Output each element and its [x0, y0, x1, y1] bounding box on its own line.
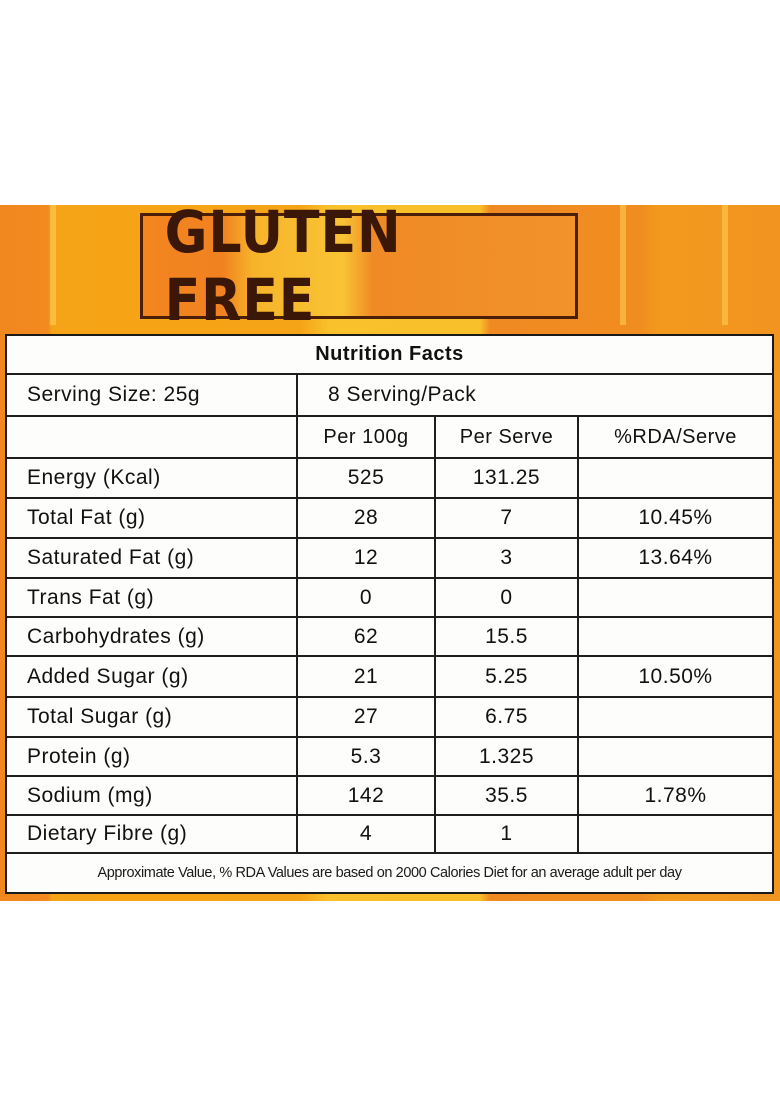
- header-per-serve: Per Serve: [436, 417, 579, 457]
- nutrient-label: Carbohydrates (g): [7, 618, 298, 655]
- per-100g-value: 0: [298, 579, 436, 616]
- rda-value: [579, 698, 772, 736]
- background-stripe: [722, 205, 728, 325]
- nutrient-label: Protein (g): [7, 738, 298, 775]
- rda-value: 10.45%: [638, 506, 713, 529]
- per-serve-value: 15.5: [436, 618, 579, 655]
- nutrient-label: Sodium (mg): [7, 777, 298, 814]
- nutrition-facts-table: Nutrition Facts Serving Size: 25g 8 Serv…: [5, 334, 774, 894]
- per-serve-value: 3: [436, 539, 579, 577]
- background-stripe: [50, 205, 56, 325]
- rda-value: [579, 816, 772, 852]
- serving-row: Serving Size: 25g 8 Serving/Pack: [7, 375, 772, 417]
- per-serve-value: 35.5: [436, 777, 579, 814]
- header-per-100g: Per 100g: [298, 417, 436, 457]
- nutrient-label: Total Fat (g): [7, 499, 298, 537]
- gluten-free-banner: GLUTEN FREE: [140, 198, 578, 334]
- nutrient-label: Dietary Fibre (g): [7, 816, 298, 852]
- per-100g-value: 142: [298, 777, 436, 814]
- table-row: Added Sugar (g) 21 5.25 10.50%: [7, 657, 772, 698]
- rda-value: [579, 579, 772, 616]
- per-100g-value: 525: [298, 459, 436, 497]
- per-100g-value: 27: [298, 698, 436, 736]
- table-row: Total Sugar (g) 27 6.75: [7, 698, 772, 738]
- nutrient-label: Saturated Fat (g): [7, 539, 298, 577]
- header-nutrient: [7, 417, 298, 457]
- column-header-row: Per 100g Per Serve %RDA/Serve: [7, 417, 772, 459]
- per-100g-value: 12: [298, 539, 436, 577]
- per-100g-value: 5.3: [298, 738, 436, 775]
- footnote-row: Approximate Value, % RDA Values are base…: [7, 854, 772, 892]
- nutrient-label: Energy (Kcal): [7, 459, 298, 497]
- per-serve-value: 7: [436, 499, 579, 537]
- nutrient-label: Total Sugar (g): [7, 698, 298, 736]
- per-serve-value: 5.25: [436, 657, 579, 696]
- table-title: Nutrition Facts: [315, 343, 464, 365]
- table-row: Trans Fat (g) 0 0: [7, 579, 772, 618]
- rda-value: [579, 459, 772, 497]
- table-row: Protein (g) 5.3 1.325: [7, 738, 772, 777]
- banner-title: GLUTEN FREE: [164, 198, 402, 334]
- table-row: Saturated Fat (g) 12 3 13.64%: [7, 539, 772, 579]
- table-row: Total Fat (g) 28 7 10.45%: [7, 499, 772, 539]
- rda-value: 1.78%: [644, 783, 707, 807]
- table-title-row: Nutrition Facts: [7, 336, 772, 375]
- nutrient-label: Trans Fat (g): [7, 579, 298, 616]
- per-serve-value: 1: [436, 816, 579, 852]
- rda-value: [579, 618, 772, 655]
- table-row: Energy (Kcal) 525 131.25: [7, 459, 772, 499]
- per-serve-value: 1.325: [436, 738, 579, 775]
- header-rda: %RDA/Serve: [614, 425, 737, 448]
- rda-value: 13.64%: [638, 546, 713, 569]
- per-100g-value: 4: [298, 816, 436, 852]
- nutrient-label: Added Sugar (g): [7, 657, 298, 696]
- per-100g-value: 62: [298, 618, 436, 655]
- table-row: Dietary Fibre (g) 4 1: [7, 816, 772, 854]
- serving-size: Serving Size: 25g: [7, 375, 298, 415]
- table-row: Sodium (mg) 142 35.5 1.78%: [7, 777, 772, 816]
- per-serve-value: 6.75: [436, 698, 579, 736]
- footnote: Approximate Value, % RDA Values are base…: [97, 865, 682, 881]
- per-100g-value: 21: [298, 657, 436, 696]
- background-stripe: [620, 205, 626, 325]
- per-serve-value: 131.25: [436, 459, 579, 497]
- per-100g-value: 28: [298, 499, 436, 537]
- rda-value: [579, 738, 772, 775]
- table-row: Carbohydrates (g) 62 15.5: [7, 618, 772, 657]
- rda-value: 10.50%: [638, 664, 713, 688]
- servings-per-pack: 8 Serving/Pack: [328, 383, 477, 406]
- per-serve-value: 0: [436, 579, 579, 616]
